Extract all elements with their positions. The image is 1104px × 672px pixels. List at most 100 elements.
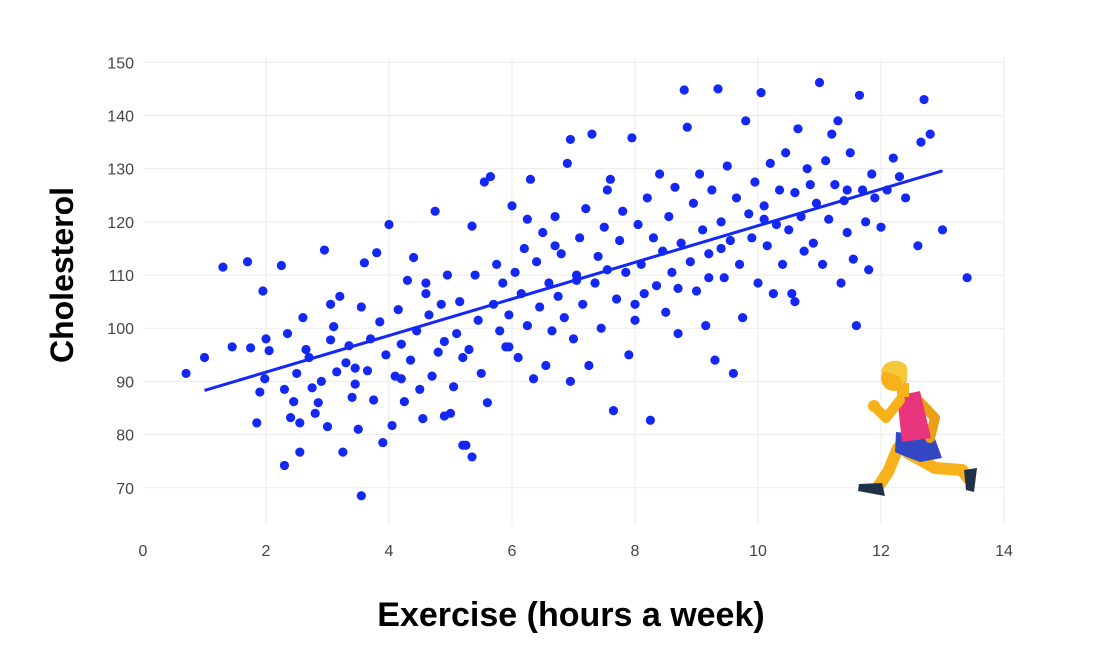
data-point [621,267,631,277]
runner-icon [858,360,977,496]
tick-labels: 0 2 4 6 8 10 12 14 70 80 90 100 110 120 130 140 150 [107,55,1013,560]
data-point [513,352,523,363]
data-point [830,180,840,190]
data-point [759,214,769,224]
x-tick-label: 2 [262,543,271,560]
data-point [258,286,268,296]
data-point [713,84,723,94]
data-point [562,158,572,168]
data-point [593,251,603,262]
data-point [452,328,462,339]
data-point [738,312,748,323]
data-point [854,90,865,100]
data-point [347,392,357,402]
data-point [384,219,394,230]
data-point [325,299,336,309]
data-point [722,161,732,171]
data-point [399,397,409,407]
data-point [793,124,803,134]
data-point [307,383,317,393]
data-point [319,245,330,255]
data-point [605,174,616,184]
data-point [731,193,742,203]
data-point [817,259,828,270]
data-point [578,299,588,309]
data-point [707,185,717,195]
data-point [851,320,862,331]
x-axis-title: Exercise (hours a week) [377,596,764,634]
data-point [704,249,714,259]
data-point [596,323,606,333]
data-point [584,360,594,371]
data-point [799,246,809,256]
data-point [845,148,855,158]
data-point [842,185,852,195]
data-point [522,214,532,224]
data-point [565,134,576,145]
data-point [802,164,812,174]
data-point [541,360,551,371]
trendline-layer [204,169,943,392]
data-point [750,177,760,187]
data-point [279,460,290,471]
data-point [181,368,191,379]
data-point [688,198,699,208]
data-point [532,257,542,267]
data-point [842,227,852,238]
data-point [199,352,210,363]
data-point [784,225,794,235]
data-point [329,322,339,332]
data-point [535,302,545,312]
y-tick-label: 110 [108,268,134,285]
data-point [808,238,818,248]
data-point [698,225,708,235]
data-point [870,193,880,203]
data-point [356,491,366,501]
data-point [427,371,437,381]
data-point [393,305,403,315]
data-point [538,227,548,238]
data-point [255,387,265,397]
data-point [525,174,536,184]
data-point [252,418,262,428]
data-point [876,222,886,232]
y-tick-label: 120 [107,215,134,232]
data-point [673,283,683,293]
data-point [442,270,453,280]
data-point [295,447,305,457]
data-point [753,278,763,288]
data-point [402,275,413,285]
data-point [381,350,391,360]
data-point [418,414,428,424]
data-point [279,384,290,394]
data-point [492,259,502,270]
data-point [747,233,757,243]
data-points [181,77,972,501]
data-point [335,291,345,301]
data-point [581,203,591,214]
data-point [341,358,351,368]
data-point [916,137,926,147]
data-point [353,424,363,434]
data-point [519,243,529,254]
data-point [498,278,508,288]
y-tick-label: 150 [107,55,134,72]
data-point [396,374,406,384]
data-point [482,398,492,408]
data-point [710,355,720,365]
data-point [670,182,680,192]
data-point [369,395,379,405]
data-point [409,252,419,263]
data-point [679,85,689,95]
data-point [836,278,846,288]
data-point [648,233,659,243]
data-point [565,376,576,387]
data-point [362,366,373,376]
data-point [774,185,785,195]
data-point [790,188,800,198]
data-point [913,241,923,251]
data-point [421,278,431,288]
data-point [301,344,311,355]
data-point [716,217,726,227]
data-point [292,368,302,379]
